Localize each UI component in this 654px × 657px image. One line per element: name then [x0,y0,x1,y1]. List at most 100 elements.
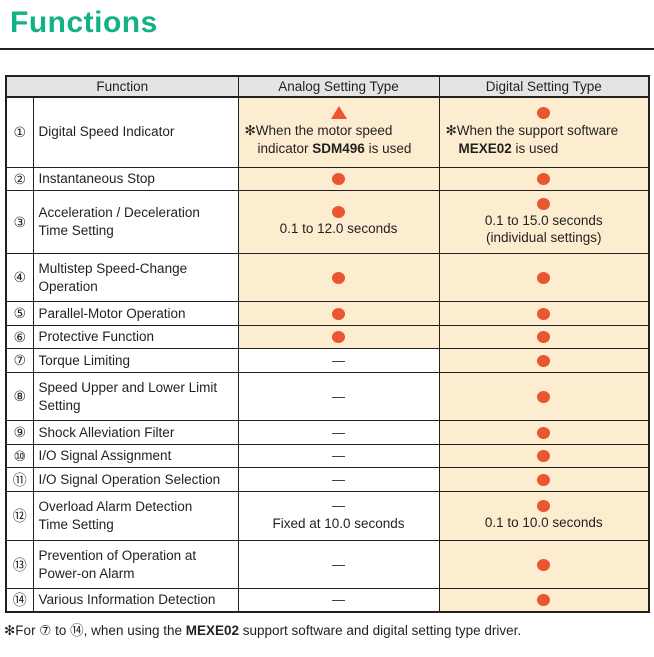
row-number: ⑦ [5,348,34,373]
dot-icon [332,271,345,284]
header-row: Function Analog Setting Type Digital Set… [5,75,650,98]
row-number: ② [5,167,34,191]
dash-icon: — [332,556,345,572]
dot-icon [537,197,551,210]
digital-cell [438,167,650,191]
row-number: ⑭ [5,587,34,613]
dot-icon [537,106,551,119]
dash-icon: — [332,448,345,463]
table-row: ⑭ Various Information Detection — [5,587,650,613]
analog-cell: — [237,467,440,492]
dot-icon [332,173,345,185]
dot-icon [537,354,551,367]
digital-cell: 0.1 to 10.0 seconds [438,491,650,541]
function-name: Digital Speed Indicator [32,96,239,168]
digital-cell [438,325,650,349]
function-name: Parallel-Motor Operation [32,301,239,326]
dash-icon: — [332,352,345,368]
row-number: ⑨ [5,420,34,445]
page-title: Functions [10,6,158,39]
dot-icon [537,593,551,606]
dot-icon [332,331,345,343]
dash-icon: — [332,498,345,514]
table-row: ⑥ Protective Function [5,325,650,349]
footnote-bold-model: MEXE02 [185,622,240,638]
cell-text: 0.1 to 12.0 seconds [279,221,398,237]
table-row: ⑦ Torque Limiting — [5,348,650,373]
function-name: I/O Signal Assignment [32,444,239,468]
dot-icon [537,331,551,343]
function-name: Acceleration / Deceleration Time Setting [32,190,239,254]
dot-icon [537,173,551,185]
table-row: ⑪ I/O Signal Operation Selection — [5,467,650,492]
dot-icon [537,558,551,571]
function-name: Various Information Detection [32,587,239,613]
cell-note: ✻When the motor speed indicator SDM496 i… [244,123,412,157]
cell-text: 0.1 to 10.0 seconds [484,515,603,531]
analog-cell [237,325,440,349]
table-row: ② Instantaneous Stop [5,167,650,191]
dot-icon [537,473,551,486]
analog-cell: — [237,372,440,421]
function-name: Protective Function [32,325,239,349]
function-name: Multistep Speed-Change Operation [32,253,239,302]
cell-text: Fixed at 10.0 seconds [272,516,405,532]
table-row: ⑧ Speed Upper and Lower Limit Setting — [5,372,650,421]
function-name: Instantaneous Stop [32,167,239,191]
digital-cell: 0.1 to 15.0 seconds (individual settings… [438,190,650,254]
page: Functions Function Analog Setting Type D… [0,4,654,639]
digital-cell [438,301,650,326]
analog-cell: — [237,348,440,373]
footnote: ✻For ⑦ to ⑭, when using the MEXE02 suppo… [4,622,654,640]
digital-cell [438,444,650,468]
function-name: Speed Upper and Lower Limit Setting [32,372,239,421]
dash-icon: — [332,424,345,440]
row-number: ⑥ [5,325,34,349]
row-number: ④ [5,253,34,302]
dot-icon [537,500,551,513]
function-name: Shock Alleviation Filter [32,420,239,445]
function-name: I/O Signal Operation Selection [32,467,239,492]
header-analog-setting-type: Analog Setting Type [237,75,440,98]
analog-cell: — [237,587,440,613]
dot-icon [332,307,345,320]
triangle-icon [330,106,347,120]
dot-icon [537,450,551,462]
analog-cell [237,253,440,302]
dot-icon [332,206,345,219]
analog-cell: — [237,420,440,445]
digital-cell [438,348,650,373]
table-row: ③ Acceleration / Deceleration Time Settin… [5,190,650,254]
functions-table: Function Analog Setting Type Digital Set… [5,74,650,613]
cell-text: 0.1 to 15.0 seconds (individual settings… [484,212,603,245]
row-number: ⑪ [5,467,34,492]
digital-cell [438,540,650,589]
row-number: ⑫ [5,491,34,541]
analog-cell [237,301,440,326]
footnote-text-suffix: support software and digital setting typ… [239,622,522,638]
cell-note: ✻When the support software MEXE02 is use… [445,122,619,156]
analog-cell: — Fixed at 10.0 seconds [237,491,440,541]
digital-cell [438,372,650,421]
table-row: ① Digital Speed Indicator ✻When the motor … [5,96,650,168]
table-row: ⑩ I/O Signal Assignment — [5,444,650,468]
dash-icon: — [332,591,345,607]
digital-cell [438,253,650,302]
dot-icon [537,271,551,284]
row-number: ⑬ [5,540,34,589]
footnote-text-prefix: ✻For ⑦ to ⑭, when using the [4,622,186,638]
header-digital-setting-type: Digital Setting Type [438,75,650,98]
row-number: ③ [5,190,34,254]
function-name: Prevention of Operation at Power-on Alar… [32,540,239,589]
dot-icon [537,426,551,439]
header-function: Function [5,75,239,98]
digital-cell [438,420,650,445]
digital-cell [438,467,650,492]
dash-icon: — [332,388,345,404]
table-row: ⑤ Parallel-Motor Operation [5,301,650,326]
analog-cell: 0.1 to 12.0 seconds [237,190,440,254]
row-number: ① [5,96,34,168]
table-row: ④ Multistep Speed-Change Operation [5,253,650,302]
row-number: ⑧ [5,372,34,421]
dot-icon [537,390,551,403]
